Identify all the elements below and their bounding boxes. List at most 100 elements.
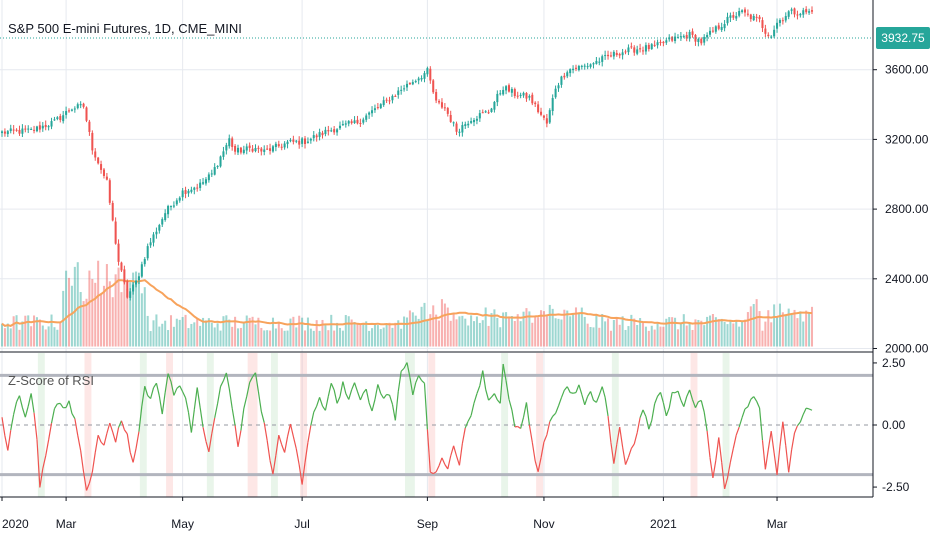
volume-bar <box>522 311 525 347</box>
volume-bar <box>499 327 502 347</box>
rsi-segment <box>167 373 172 382</box>
candle-body <box>709 30 712 35</box>
volume-bar <box>132 272 135 347</box>
candle-body <box>493 101 496 110</box>
rsi-segment <box>549 416 554 422</box>
candle-body <box>662 41 665 44</box>
rsi-segment <box>150 387 155 399</box>
rsi-segment <box>639 409 644 418</box>
rsi-segment <box>27 393 32 407</box>
rsi-segment <box>50 408 56 424</box>
rsi-segment <box>563 386 568 391</box>
volume-bar <box>805 310 808 347</box>
candle-body <box>470 121 473 123</box>
volume-bar <box>799 311 802 347</box>
candle-body <box>15 129 18 131</box>
rsi-segment <box>319 397 324 407</box>
candle-body <box>257 147 260 149</box>
rsi-segment <box>732 434 737 449</box>
candle-body <box>254 148 257 152</box>
candle-body <box>674 36 677 41</box>
rsi-segment <box>645 416 650 430</box>
volume-bar <box>292 316 295 347</box>
time-axis: 2020 Mar May Jul Sep Nov 2021 Mar <box>1 497 787 531</box>
volume-bar <box>123 279 126 347</box>
volume-bar <box>213 327 216 347</box>
time-tick-label: May <box>171 517 194 531</box>
candle-body <box>484 111 487 113</box>
volume-bar <box>566 310 569 347</box>
rsi-segment <box>750 396 755 400</box>
volume-bar <box>764 321 767 347</box>
volume-bar <box>557 318 560 347</box>
candle-body <box>350 121 353 124</box>
volume-bar <box>117 267 120 347</box>
volume-bar <box>703 325 706 347</box>
volume-bar <box>356 324 359 347</box>
rsi-segment <box>557 397 562 407</box>
rsi-segment <box>214 403 219 419</box>
rsi-segment <box>604 397 609 417</box>
volume-bar <box>659 326 662 347</box>
rsi-segment <box>138 405 143 432</box>
volume-bar <box>347 316 350 347</box>
candle-body <box>461 125 464 133</box>
candle-body <box>738 11 741 16</box>
volume-bar <box>749 306 752 347</box>
candle-body <box>784 16 787 21</box>
rsi-segment <box>543 434 548 443</box>
candle-body <box>135 280 138 285</box>
volume-bar <box>56 329 59 347</box>
volume-bar <box>641 322 645 347</box>
volume-bar <box>505 312 508 347</box>
volume-bar <box>178 319 181 347</box>
volume-bar <box>222 316 225 347</box>
candle-body <box>755 16 758 18</box>
candle-body <box>277 144 280 147</box>
volume-bar <box>417 318 420 347</box>
rsi-segment <box>190 409 195 433</box>
volume-bar <box>15 315 18 347</box>
volume-bar <box>97 260 100 347</box>
volume-bar <box>647 330 650 347</box>
candle-body <box>810 10 814 12</box>
rsi-segment <box>409 377 414 396</box>
rsi-segment <box>275 435 280 456</box>
volume-bar <box>309 328 312 347</box>
candle-body <box>236 147 240 153</box>
volume-bar <box>464 318 467 347</box>
candle-body <box>164 213 167 220</box>
osc-highlight <box>428 353 436 497</box>
rsi-segment <box>141 386 146 407</box>
candle-body <box>711 30 714 32</box>
volume-bar <box>207 318 210 347</box>
osc-highlight <box>139 353 147 497</box>
candle-body <box>344 123 347 125</box>
volume-bar <box>741 321 744 347</box>
volume-bar <box>376 325 379 347</box>
rsi-segment <box>365 388 370 404</box>
rsi-segment <box>208 433 213 452</box>
candle-body <box>117 243 120 262</box>
volume-bar <box>353 322 356 347</box>
candle-body <box>289 140 292 142</box>
rsi-segment <box>386 393 390 396</box>
rsi-segment <box>741 408 746 418</box>
rsi-segment <box>196 387 201 408</box>
candle-body <box>280 146 283 148</box>
volume-bar <box>470 315 473 347</box>
volume-bar <box>315 320 318 347</box>
rsi-segment <box>709 457 714 479</box>
volume-bar <box>755 299 758 347</box>
candle-body <box>639 48 642 50</box>
candle-body <box>158 225 161 231</box>
volume-bar <box>682 314 685 347</box>
rsi-segment <box>42 455 47 469</box>
candle-body <box>126 281 129 298</box>
candle-body <box>455 123 458 132</box>
candle-body <box>572 68 575 71</box>
candle-body <box>554 88 557 98</box>
rsi-segment <box>243 396 248 409</box>
rsi-segment <box>217 386 222 404</box>
volume-bar <box>787 308 790 347</box>
